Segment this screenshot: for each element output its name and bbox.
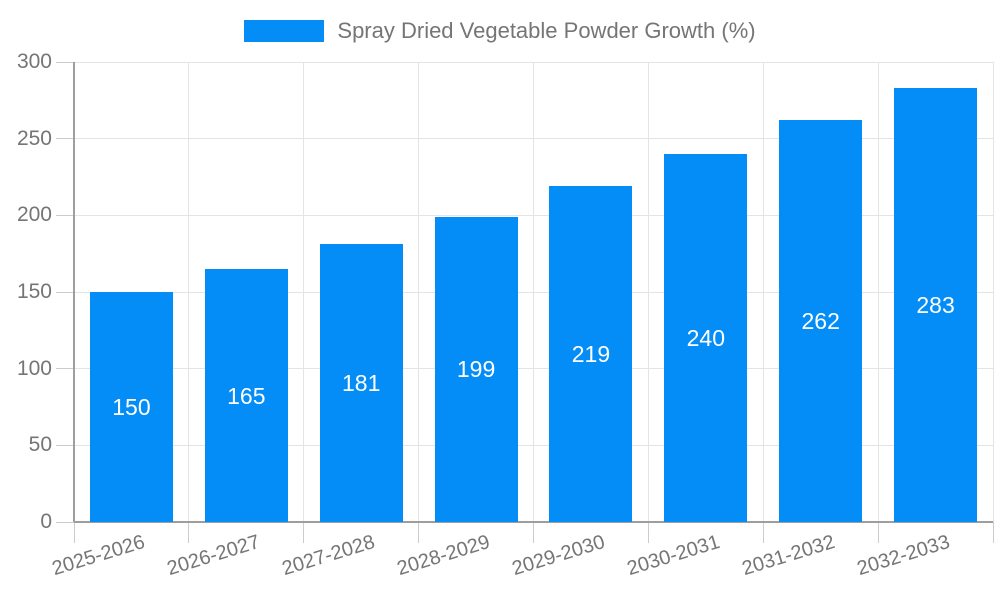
bar-value-label: 283	[916, 292, 955, 319]
bar-value-label: 199	[456, 356, 496, 383]
y-tick-label: 250	[16, 126, 52, 150]
bar	[319, 244, 403, 522]
x-grid-line	[877, 62, 879, 522]
x-tick	[418, 522, 420, 543]
x-tick	[647, 522, 649, 543]
bar	[204, 269, 288, 522]
bar-value-label: 262	[801, 308, 840, 335]
y-tick	[56, 61, 74, 63]
x-tick	[762, 522, 764, 543]
x-tick	[73, 522, 75, 543]
y-tick	[56, 138, 74, 140]
bar-value-label: 219	[571, 341, 611, 368]
y-tick-label: 300	[16, 50, 52, 73]
bar	[779, 120, 863, 522]
y-tick-label: 100	[16, 356, 52, 380]
bar-value-label: 240	[686, 325, 725, 351]
bar	[89, 292, 173, 522]
x-axis-line	[74, 521, 993, 523]
x-grid-line	[992, 62, 994, 522]
x-tick	[533, 522, 534, 543]
bar-value-label: 150	[112, 394, 151, 420]
x-grid-line	[303, 62, 305, 522]
bar	[894, 88, 978, 522]
x-tick	[188, 522, 190, 543]
x-grid-line	[762, 62, 764, 522]
bar	[664, 154, 748, 522]
x-grid-line	[188, 62, 190, 522]
y-tick-label: 150	[16, 280, 52, 303]
x-grid-line	[647, 62, 649, 522]
x-tick	[877, 522, 879, 543]
y-tick	[56, 214, 74, 216]
bar	[549, 186, 633, 522]
bar	[434, 216, 518, 522]
bar-value-label: 181	[342, 370, 381, 397]
y-tick-label: 200	[16, 203, 52, 227]
x-tick	[992, 522, 994, 543]
y-tick-label: 0	[40, 510, 52, 533]
y-axis-line	[73, 62, 75, 522]
y-tick	[56, 521, 74, 523]
y-tick	[56, 291, 74, 293]
y-tick-label: 50	[28, 433, 52, 457]
x-tick	[303, 522, 305, 543]
legend-label: Spray Dried Vegetable Powder Growth (%)	[337, 18, 756, 43]
bar-value-label: 165	[227, 382, 266, 409]
x-grid-line	[533, 62, 534, 522]
x-grid-line	[418, 62, 420, 522]
y-tick	[56, 444, 74, 446]
chart-legend: Spray Dried Vegetable Powder Growth (%)	[0, 18, 1000, 44]
legend-swatch	[244, 20, 325, 42]
y-tick	[56, 368, 74, 370]
